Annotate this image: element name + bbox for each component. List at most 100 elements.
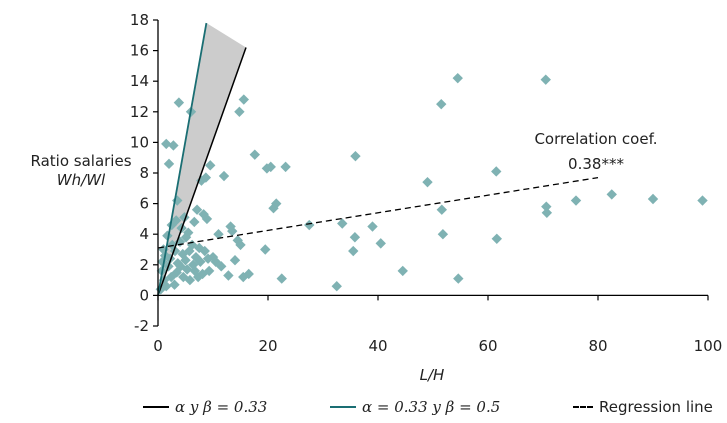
scatter-point [234,106,245,117]
scatter-point [453,273,464,284]
x-tick-label: 100 [694,337,723,355]
scatter-point [161,281,172,292]
x-tick-label: 40 [368,337,387,355]
scatter-point [261,163,273,174]
scatter-point [491,166,502,177]
regression-line [157,176,599,249]
scatter-point [437,229,449,240]
y-tick-label: 10 [130,133,149,151]
scatter-point [229,255,241,266]
scatter-point [249,149,260,160]
scatter-point [184,274,196,286]
y-tick-label: 14 [130,72,149,90]
x-axis-label: L/H [420,366,445,384]
scatter-point [161,138,172,150]
scatter-point [367,221,378,232]
scatter-point [452,72,463,84]
scatter-point [397,265,408,277]
scatter-point [350,150,361,162]
scatter-point [375,238,386,249]
scatter-point [276,273,287,284]
y-tick-label: 6 [139,195,149,213]
scatter-point [260,244,271,255]
legend-item-alpha-beta-033: α y β = 0.33 [143,398,267,416]
legend-label-regression: Regression line [599,398,713,416]
scatter-point [606,189,617,200]
scatter-point [169,279,180,290]
legend-swatch-solid-teal [330,406,356,408]
scatter-point [540,74,551,85]
scatter-point [697,195,708,206]
annotation-correlation-value: 0.38*** [568,155,624,173]
x-tick-label: 20 [258,337,277,355]
scatter-point [348,245,359,257]
scatter-point [238,94,249,105]
reference-lines-layer [157,22,599,296]
scatter-points-layer [155,72,708,295]
scatter-point [163,158,175,170]
y-tick-label: 2 [139,256,149,274]
scatter-point [243,268,254,280]
y-axis-label-line2: Wh/Wl [56,171,106,189]
scatter-point [213,229,224,240]
axes-layer [153,19,709,327]
legend-item-regression: Regression line [573,398,713,416]
scatter-point [436,204,447,215]
scatter-point [238,271,249,283]
shaded-region [158,23,246,296]
scatter-point [331,281,342,292]
scatter-point [349,232,361,243]
scatter-point [181,264,193,275]
y-tick-label: -2 [134,317,149,335]
shaded-region-layer [158,23,246,296]
legend: α y β = 0.33 α = 0.33 y β = 0.5 Regressi… [0,398,727,420]
scatter-point [541,207,553,218]
legend-swatch-dashed [573,406,593,408]
scatter-point [422,176,433,188]
y-tick-label: 12 [130,103,149,121]
scatter-point [271,198,282,209]
scatter-point [216,261,227,272]
x-tick-label: 60 [478,337,497,355]
x-tick-label: 0 [153,337,163,355]
scatter-point [195,256,206,267]
scatter-point [170,215,182,226]
y-tick-label: 16 [130,42,149,60]
legend-item-alpha-033-beta-05: α = 0.33 y β = 0.5 [330,398,500,416]
y-axis-label-line1: Ratio salaries [30,152,132,170]
scatter-point [304,219,315,231]
scatter-point [200,172,212,183]
scatter-point [210,256,221,267]
y-tick-label: 18 [130,11,149,29]
scatter-point [183,227,194,238]
x-tick-label: 80 [588,337,607,355]
scatter-point [201,213,213,225]
scatter-point [198,209,209,220]
y-axis-label: Ratio salaries Wh/Wl [6,152,156,190]
scatter-point [173,97,185,108]
y-tick-label: 4 [139,225,149,243]
scatter-point [265,161,276,173]
legend-label-alpha-beta-033: α y β = 0.33 [175,398,268,416]
scatter-point [199,245,210,257]
scatter-point [189,216,200,228]
legend-swatch-solid-black [143,406,169,408]
scatter-point [191,204,203,215]
scatter-point [570,195,582,206]
scatter-point [227,225,238,237]
scatter-point [280,161,291,173]
y-tick-label: 0 [139,286,149,304]
scatter-point [207,251,219,263]
line-alpha-beta-033 [157,47,247,296]
scatter-point [194,242,205,254]
scatter-point [647,193,659,205]
scatter-point [337,218,348,229]
scatter-point [541,201,552,212]
scatter-point [205,160,216,171]
scatter-point [235,239,246,251]
y-tick-label: 8 [139,164,149,182]
annotation-correlation-label: Correlation coef. [534,130,657,148]
scatter-point [268,202,279,214]
